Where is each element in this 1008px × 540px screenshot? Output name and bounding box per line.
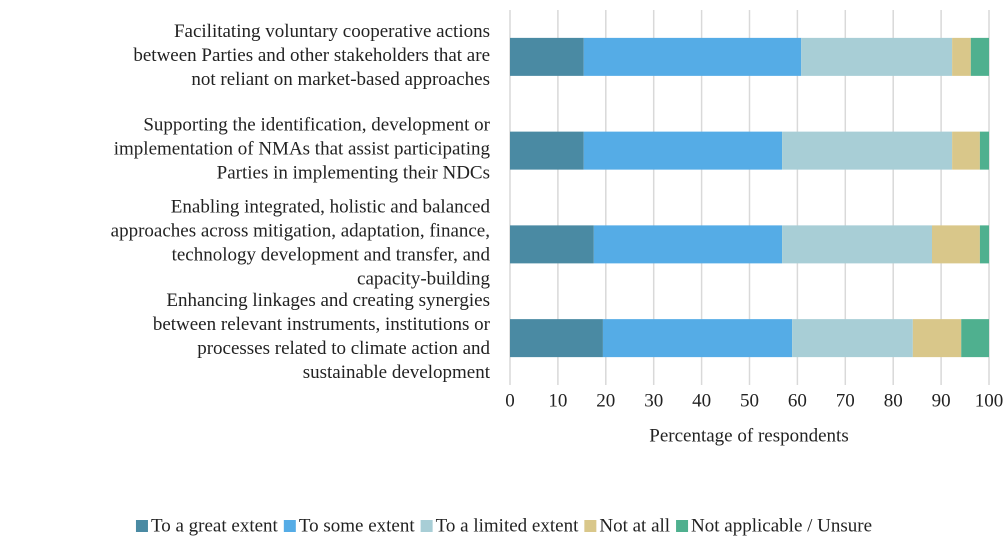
bar-segment: [801, 37, 953, 76]
bar-segment: [782, 225, 932, 264]
legend-label: To a great extent: [151, 515, 279, 536]
legend-label: Not applicable / Unsure: [691, 515, 872, 536]
legend: To a great extent To some extent To a limi…: [135, 515, 872, 536]
legend-swatch: [283, 520, 296, 532]
bar-segment: [952, 37, 971, 76]
x-tick-label: 80: [884, 390, 903, 411]
legend-swatch: [420, 520, 433, 532]
x-tick-label: 10: [548, 390, 567, 411]
x-tick-label: 60: [788, 390, 807, 411]
bar-segment: [979, 225, 989, 264]
legend-label: To a limited extent: [436, 515, 579, 536]
bar-segment: [970, 37, 989, 76]
x-tick-label: 70: [836, 390, 855, 411]
category-label: Enabling integrated, holistic and balanc…: [111, 197, 491, 290]
x-tick-label: 40: [692, 390, 711, 411]
bar-segment: [510, 131, 584, 170]
bar-segment: [510, 37, 584, 76]
x-tick-label: 20: [596, 390, 615, 411]
bar-segment: [782, 131, 953, 170]
bar-segment: [510, 319, 603, 358]
x-tick-label: 30: [644, 390, 663, 411]
legend-label: To some extent: [299, 515, 416, 536]
bar-segment: [931, 225, 980, 264]
category-label: Enhancing linkages and creating synergie…: [153, 290, 491, 383]
bar-segment: [510, 225, 594, 264]
category-label: Facilitating voluntary cooperative actio…: [133, 21, 490, 90]
bar-segment: [979, 131, 989, 170]
bar-segment: [583, 37, 802, 76]
bar-segment: [593, 225, 783, 264]
x-tick-label: 0: [505, 390, 515, 411]
bar-segment: [792, 319, 913, 358]
x-axis-title: Percentage of respondents: [649, 425, 848, 446]
x-tick-label: 90: [932, 390, 951, 411]
bar-segment: [912, 319, 962, 358]
legend-swatch: [135, 520, 148, 532]
bar-segment: [583, 131, 783, 170]
bar-segment: [602, 319, 793, 358]
x-tick-label: 50: [740, 390, 759, 411]
bar-segment: [961, 319, 989, 358]
legend-swatch: [584, 520, 597, 532]
category-label: Supporting the identification, developme…: [114, 115, 491, 184]
bar-segment: [952, 131, 980, 170]
legend-swatch: [676, 520, 689, 532]
x-tick-label: 100: [975, 390, 1004, 411]
legend-label: Not at all: [599, 515, 670, 536]
